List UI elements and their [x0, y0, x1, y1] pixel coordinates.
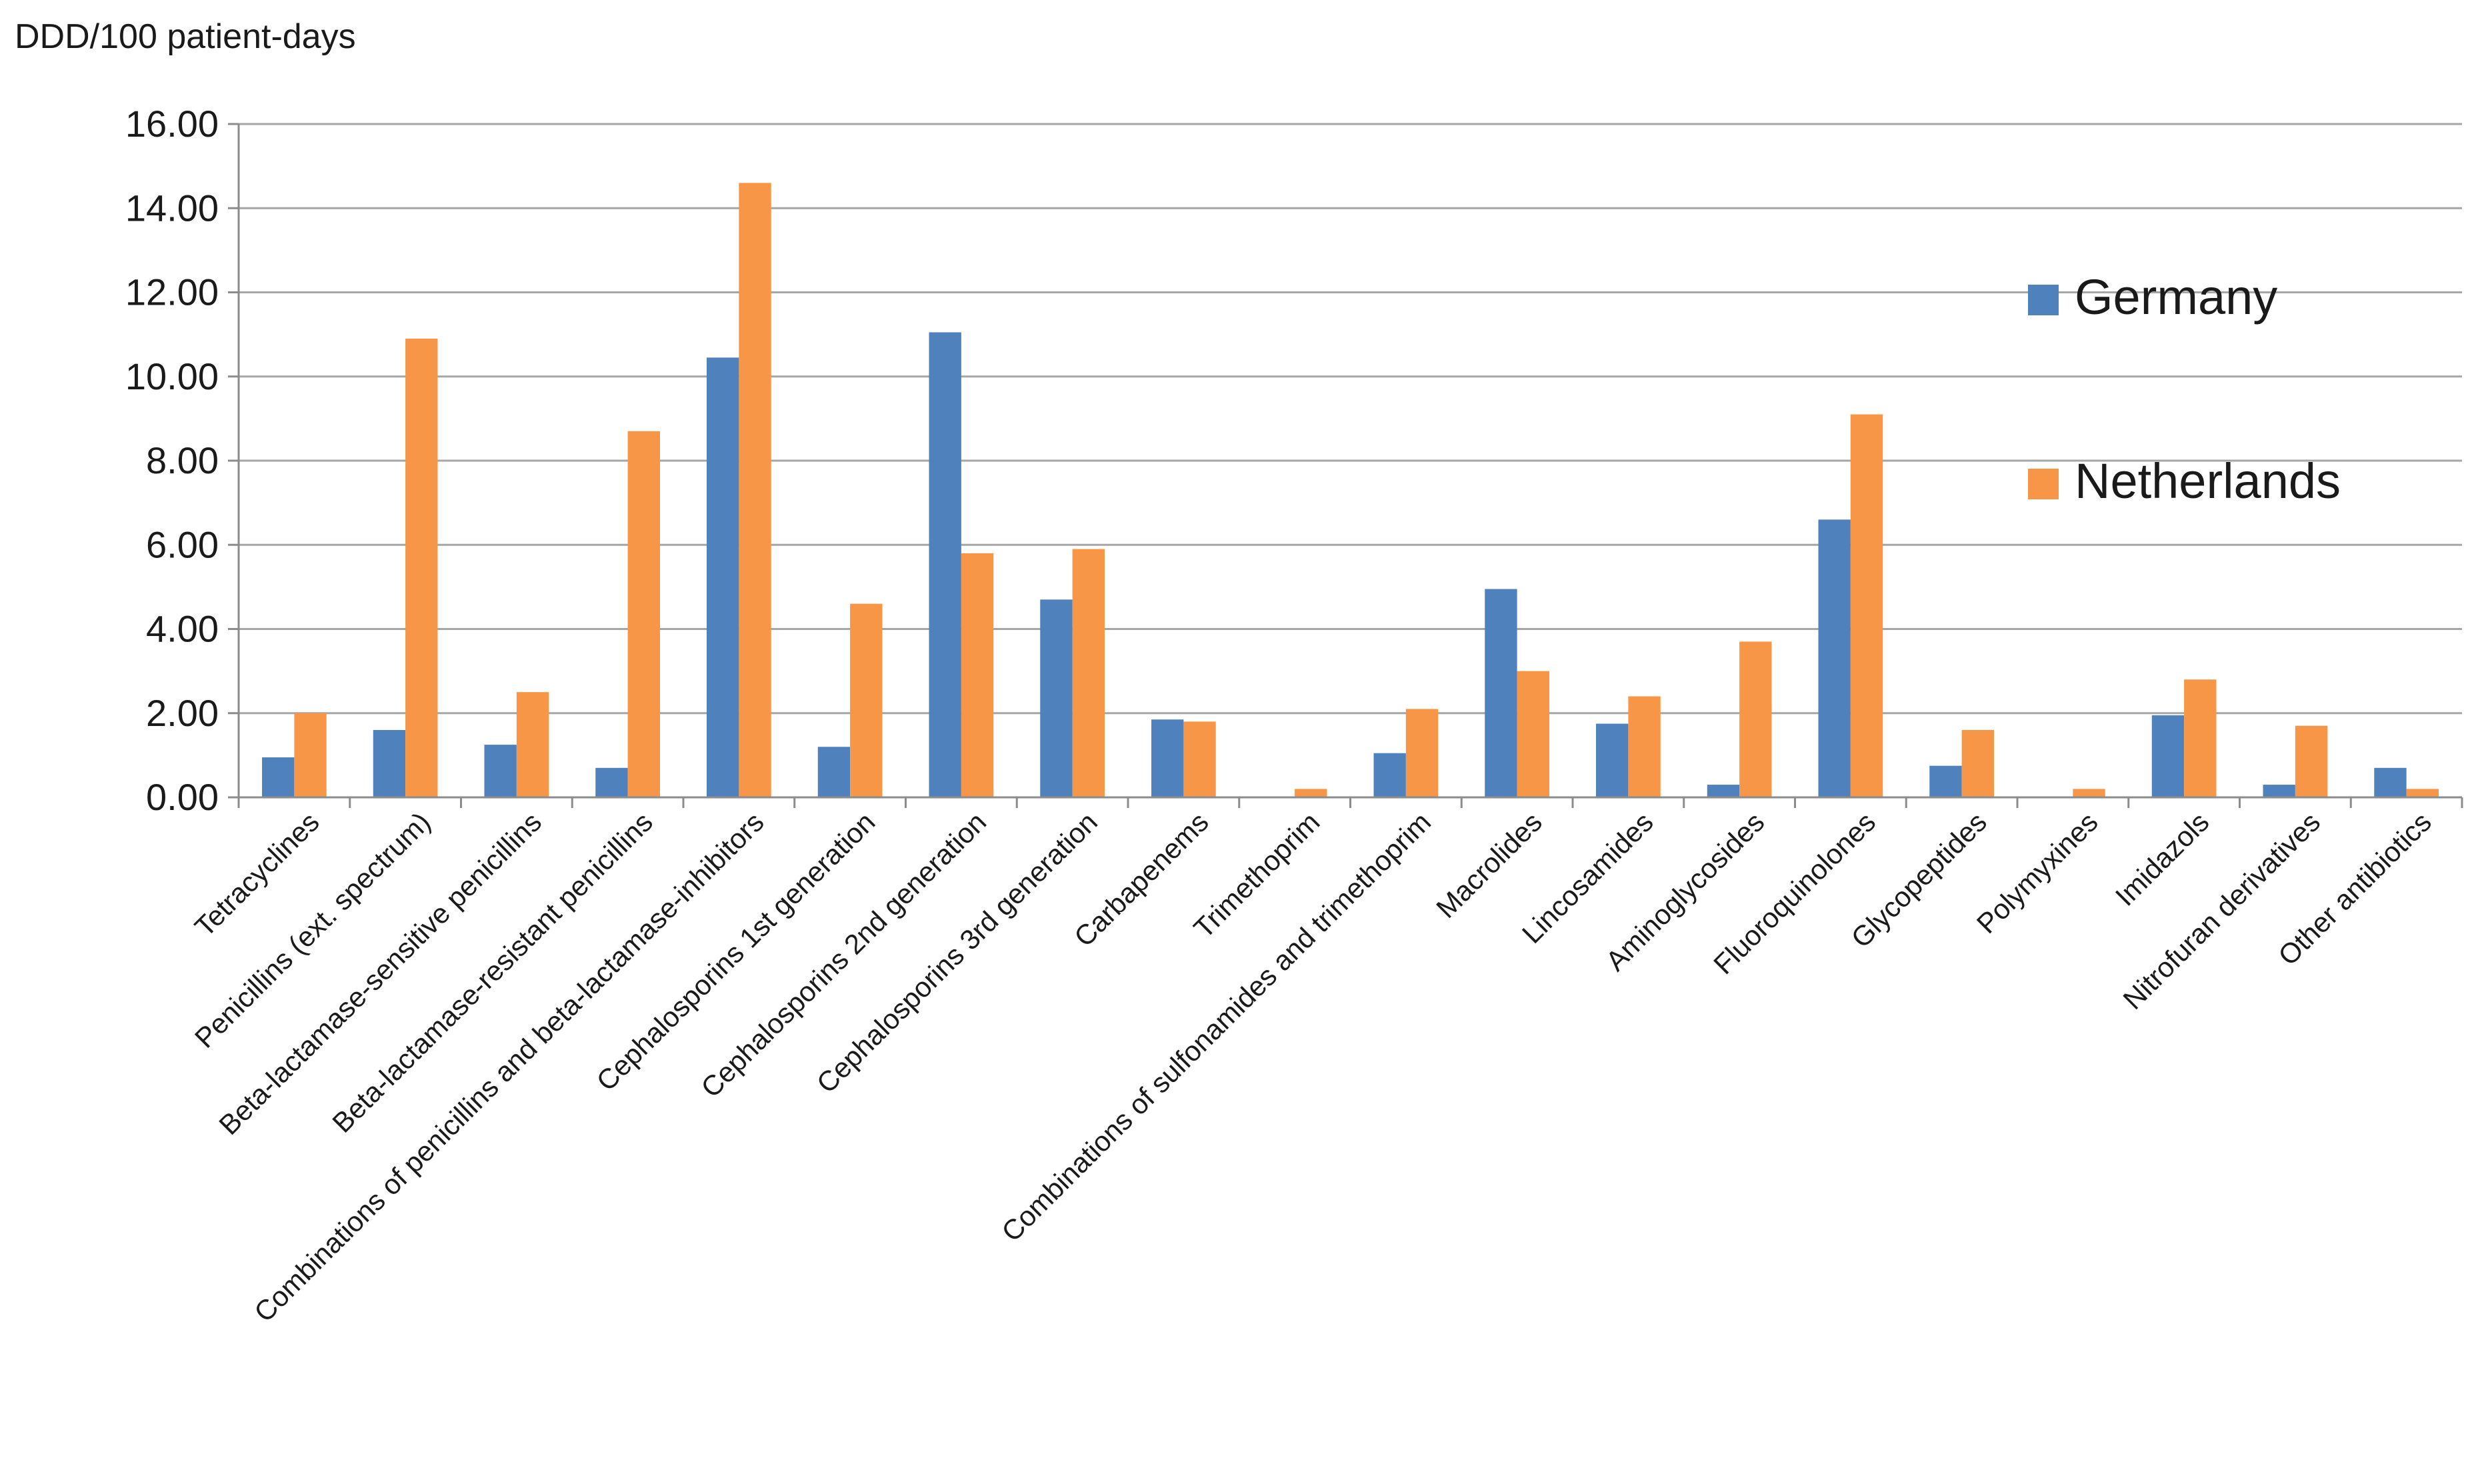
bar-germany-14	[1707, 785, 1740, 797]
bar-netherlands-14	[1739, 641, 1772, 797]
bar-netherlands-15	[1850, 414, 1883, 797]
bar-netherlands-1	[294, 713, 327, 797]
x-tick-label: Nitrofuran derivatives	[2117, 806, 2326, 1015]
bar-netherlands-13	[1628, 696, 1661, 797]
y-tick-label: 12.00	[125, 271, 219, 313]
bar-germany-3	[484, 745, 517, 797]
bar-germany-11	[1373, 753, 1406, 797]
bar-netherlands-8	[1072, 549, 1105, 797]
y-tick-label: 2.00	[146, 692, 219, 734]
gridlines	[239, 123, 2462, 715]
y-tick-label: 14.00	[125, 187, 219, 229]
y-tick-labels: 0.00 2.00 4.00 6.00 8.00 10.00 12.00 14.00 16.00	[125, 103, 219, 818]
bars	[262, 183, 2439, 797]
bar-germany-13	[1596, 723, 1629, 797]
bar-germany-12	[1485, 589, 1517, 797]
bar-germany-18	[2151, 715, 2185, 797]
bar-netherlands-16	[1961, 730, 1994, 797]
bar-germany-9	[1151, 719, 1184, 797]
x-tick-label: Combinations of sulfonamides and trimeth…	[995, 806, 1437, 1247]
bar-germany-1	[262, 757, 295, 797]
x-tick-label: Polymyxines	[1971, 806, 2104, 939]
bar-netherlands-17	[2073, 789, 2105, 797]
bar-netherlands-7	[961, 553, 994, 797]
bar-netherlands-11	[1405, 709, 1439, 797]
bar-netherlands-2	[405, 338, 438, 797]
bar-netherlands-20	[2406, 789, 2439, 797]
bar-germany-16	[1929, 765, 1962, 797]
bar-netherlands-18	[2184, 679, 2217, 797]
bar-germany-2	[373, 730, 406, 797]
bar-netherlands-6	[850, 603, 883, 797]
bar-germany-6	[817, 747, 851, 797]
bar-netherlands-4	[627, 431, 660, 797]
bar-germany-15	[1818, 519, 1851, 797]
legend-label-germany: Germany	[2075, 269, 2277, 325]
bar-germany-8	[1040, 599, 1073, 797]
y-axis-title: DDD/100 patient-days	[15, 17, 356, 56]
x-tick-label: Imidazols	[2109, 806, 2215, 912]
bar-germany-20	[2374, 767, 2407, 797]
legend-label-netherlands: Netherlands	[2075, 453, 2341, 509]
bar-netherlands-5	[739, 183, 771, 797]
bar-germany-4	[595, 767, 628, 797]
y-tick-label: 6.00	[146, 523, 219, 565]
legend-swatch-netherlands	[2028, 469, 2059, 499]
y-tick-label: 4.00	[146, 608, 219, 650]
y-tick-label: 0.00	[146, 776, 219, 818]
bar-germany-5	[707, 357, 739, 797]
bar-netherlands-3	[516, 692, 549, 797]
x-tick-label: Combinations of penicillins and beta-lac…	[248, 806, 770, 1328]
y-tick-label: 10.00	[125, 355, 219, 397]
bar-netherlands-12	[1517, 671, 1549, 797]
axes	[228, 123, 2463, 808]
bar-netherlands-19	[2295, 725, 2328, 797]
bar-germany-7	[929, 332, 961, 797]
legend: Germany Netherlands	[2028, 269, 2341, 509]
legend-swatch-germany	[2028, 285, 2059, 315]
x-tick-label: Macrolides	[1430, 806, 1548, 924]
y-tick-label: 16.00	[125, 103, 219, 145]
bar-netherlands-10	[1295, 789, 1327, 797]
y-tick-label: 8.00	[146, 439, 219, 481]
bar-netherlands-9	[1183, 721, 1216, 797]
bar-germany-19	[2263, 785, 2295, 797]
x-tick-label: Penicillins (ext. spectrum)	[189, 806, 437, 1054]
